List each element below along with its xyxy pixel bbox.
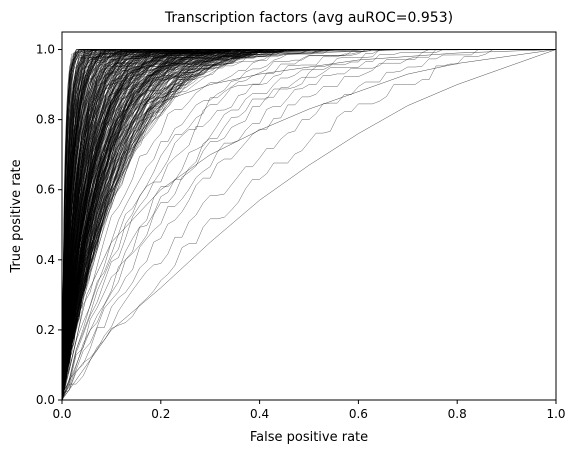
x-tick-label: 0.4 [250, 407, 269, 421]
y-tick-label: 0.0 [36, 393, 55, 407]
y-tick-label: 1.0 [36, 43, 55, 57]
y-axis-ticks: 0.0 0.2 0.4 0.6 0.8 1.0 [36, 43, 62, 407]
x-axis-ticks: 0.0 0.2 0.4 0.6 0.8 1.0 [52, 400, 566, 421]
x-tick-label: 1.0 [546, 407, 565, 421]
roc-curves [61, 49, 557, 401]
x-axis-label: False positive rate [250, 430, 368, 445]
roc-curve [61, 49, 557, 401]
y-axis-label: True positive rate [9, 159, 24, 273]
roc-curve [61, 49, 557, 401]
x-tick-label: 0.6 [349, 407, 368, 421]
y-tick-label: 0.2 [36, 323, 55, 337]
y-tick-label: 0.8 [36, 113, 55, 127]
x-tick-label: 0.0 [52, 407, 71, 421]
roc-curve [61, 49, 556, 401]
x-tick-label: 0.2 [151, 407, 170, 421]
y-tick-label: 0.4 [36, 253, 55, 267]
y-tick-label: 0.6 [36, 183, 55, 197]
roc-curve [61, 49, 557, 401]
roc-curve [61, 49, 556, 395]
x-tick-label: 0.8 [448, 407, 467, 421]
chart-title: Transcription factors (avg auROC=0.953) [164, 10, 453, 26]
roc-curve [61, 49, 556, 401]
plot-frame [61, 31, 557, 401]
